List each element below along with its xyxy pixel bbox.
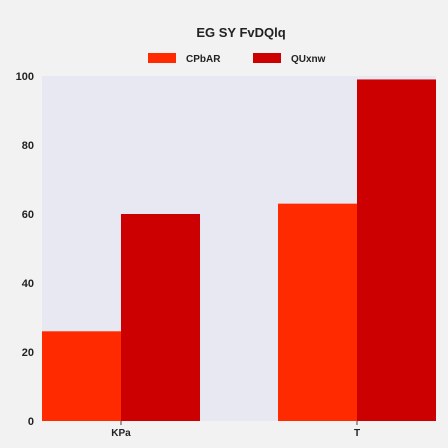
bars (42, 79, 436, 421)
y-tick-label: 100 (16, 71, 34, 83)
x-axis: KPa T (111, 421, 360, 439)
y-tick-label: 20 (22, 347, 34, 359)
y-tick-label: 60 (22, 209, 34, 221)
y-axis: 0 20 40 60 80 100 (16, 71, 34, 428)
legend-swatch-cpbar (148, 53, 176, 63)
y-tick-label: 40 (22, 278, 34, 290)
legend: CPbAR QUxnw (148, 53, 326, 65)
x-tick-label: T (354, 428, 360, 439)
legend-label-cpbar: CPbAR (186, 54, 221, 65)
bar-cpbar-kpa (42, 331, 121, 421)
y-tick-label: 0 (28, 416, 34, 428)
legend-label-quxnw: QUxnw (291, 54, 326, 65)
x-tick-label: KPa (111, 428, 131, 439)
legend-swatch-quxnw (253, 53, 281, 63)
y-tick-label: 80 (22, 140, 34, 152)
bar-quxnw-kpa (121, 214, 200, 421)
bar-quxnw-t (357, 79, 436, 421)
chart-title: EG SY FvDQlq (196, 25, 285, 40)
bar-cpbar-t (278, 203, 357, 421)
